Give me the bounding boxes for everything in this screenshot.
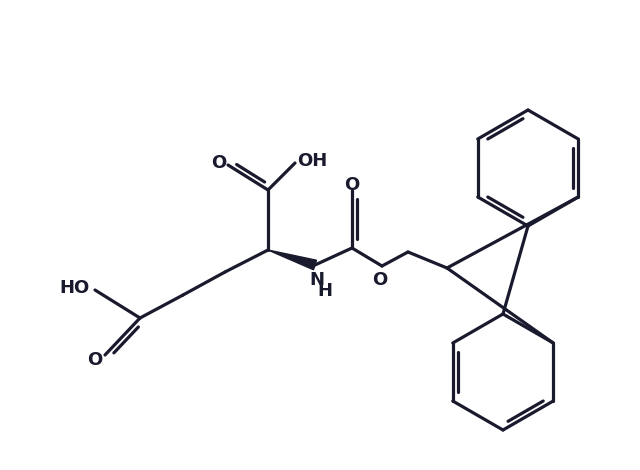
Text: H: H <box>317 282 333 300</box>
Text: O: O <box>211 154 226 172</box>
Text: O: O <box>344 176 360 194</box>
Polygon shape <box>268 250 317 270</box>
Text: N: N <box>310 271 324 289</box>
Text: HO: HO <box>60 279 90 297</box>
Text: O: O <box>87 351 102 369</box>
Text: OH: OH <box>297 152 327 170</box>
Text: O: O <box>372 271 388 289</box>
